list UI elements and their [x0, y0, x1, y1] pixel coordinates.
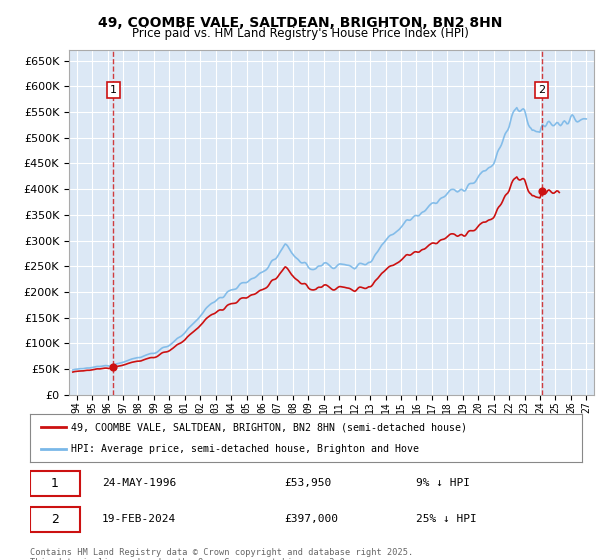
Text: Price paid vs. HM Land Registry's House Price Index (HPI): Price paid vs. HM Land Registry's House …	[131, 27, 469, 40]
Text: 1: 1	[110, 85, 117, 95]
Text: 24-MAY-1996: 24-MAY-1996	[102, 478, 176, 488]
Text: 2: 2	[51, 512, 59, 526]
Text: 1: 1	[51, 477, 59, 490]
Text: 9% ↓ HPI: 9% ↓ HPI	[416, 478, 470, 488]
Point	[537, 186, 547, 195]
Text: £53,950: £53,950	[284, 478, 331, 488]
Text: Contains HM Land Registry data © Crown copyright and database right 2025.
This d: Contains HM Land Registry data © Crown c…	[30, 548, 413, 560]
Text: £397,000: £397,000	[284, 514, 338, 524]
FancyBboxPatch shape	[30, 507, 80, 531]
Text: 19-FEB-2024: 19-FEB-2024	[102, 514, 176, 524]
Text: 25% ↓ HPI: 25% ↓ HPI	[416, 514, 477, 524]
Text: 2: 2	[538, 85, 545, 95]
Text: 49, COOMBE VALE, SALTDEAN, BRIGHTON, BN2 8HN (semi-detached house): 49, COOMBE VALE, SALTDEAN, BRIGHTON, BN2…	[71, 422, 467, 432]
Text: HPI: Average price, semi-detached house, Brighton and Hove: HPI: Average price, semi-detached house,…	[71, 444, 419, 454]
FancyBboxPatch shape	[30, 471, 80, 496]
Point	[109, 362, 118, 371]
Text: 49, COOMBE VALE, SALTDEAN, BRIGHTON, BN2 8HN: 49, COOMBE VALE, SALTDEAN, BRIGHTON, BN2…	[98, 16, 502, 30]
